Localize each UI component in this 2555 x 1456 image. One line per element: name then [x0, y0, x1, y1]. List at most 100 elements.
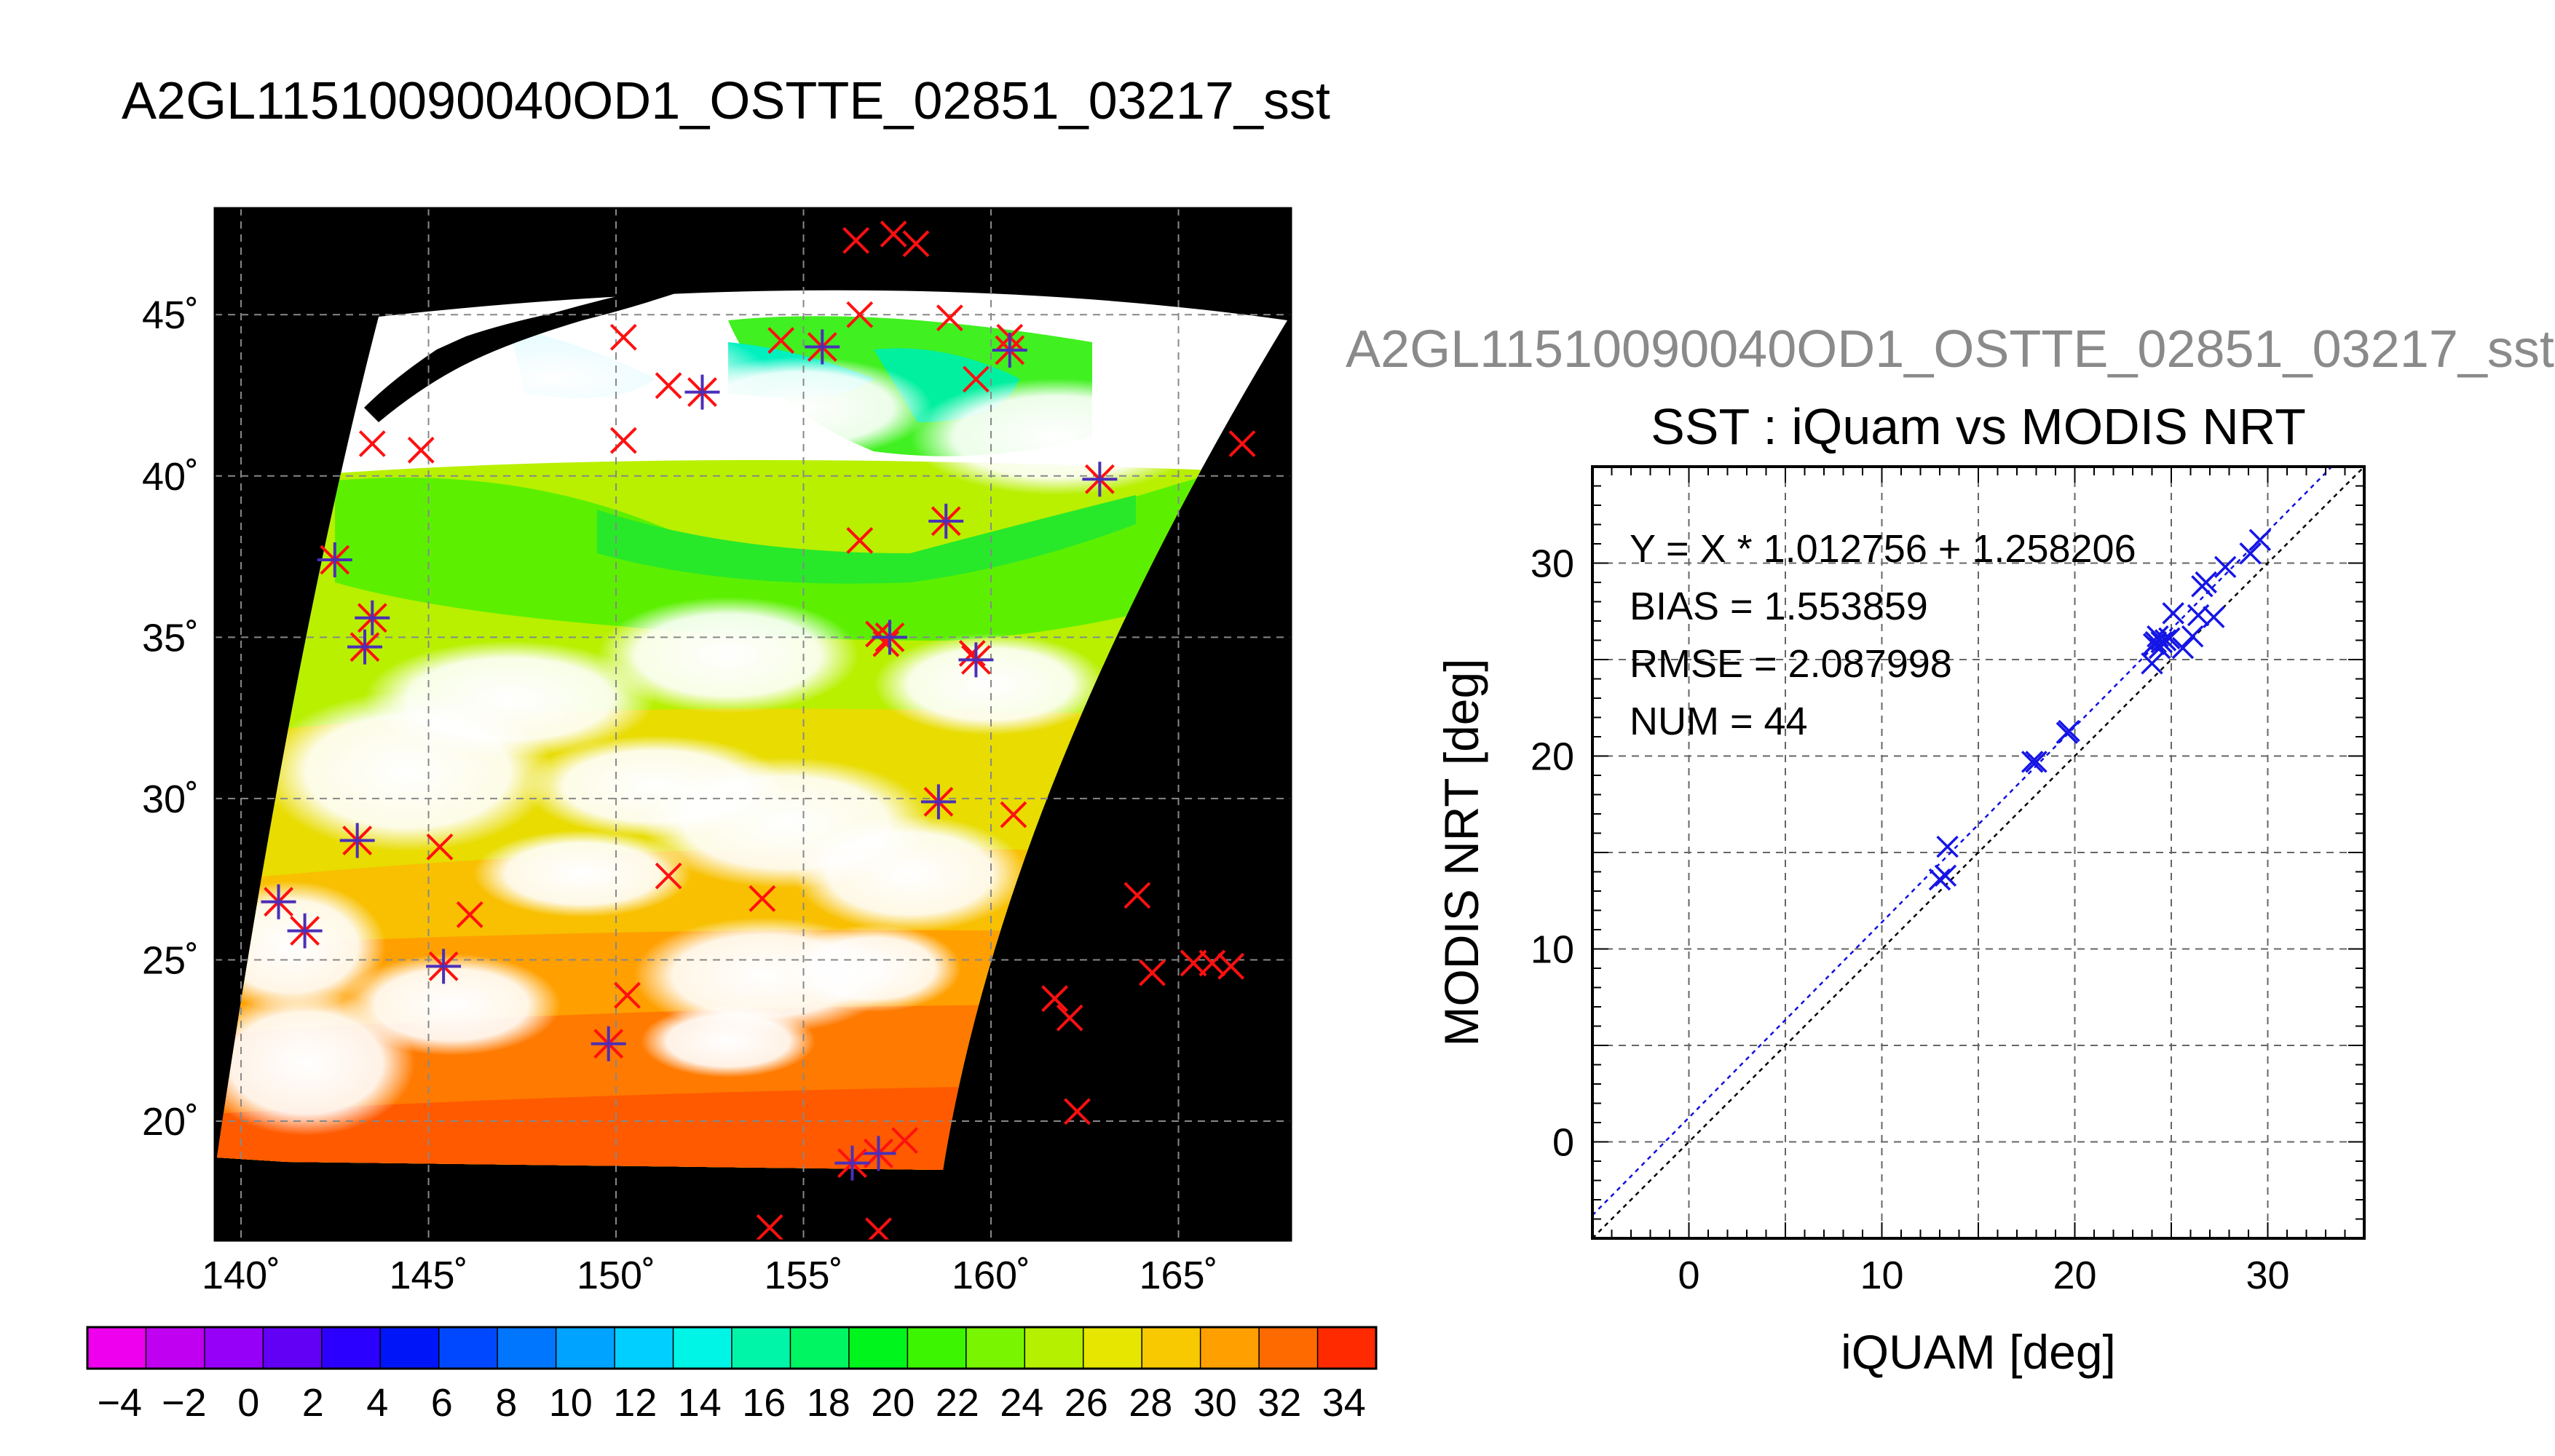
map-x-tick-label: 155˚ [764, 1254, 842, 1297]
scatter-point [2239, 542, 2262, 565]
identity-line [1592, 467, 2364, 1238]
map-frame [213, 207, 1292, 1242]
match-cross-marker [1217, 952, 1245, 980]
scatter-points [1928, 529, 2272, 891]
match-cross-marker [1124, 882, 1151, 909]
scatter-point [2144, 630, 2168, 654]
scatter-annotation: Y = X * 1.012756 + 1.258206 [1630, 527, 2136, 571]
colorbar-cell [907, 1326, 968, 1369]
scatter-x-tick-label: 0 [1678, 1254, 1699, 1297]
scatter-point [2150, 630, 2173, 654]
match-cross-marker [891, 1127, 918, 1155]
scatter-y-tick-label: 30 [1531, 542, 1574, 586]
colorbar-tick-label: 32 [1257, 1381, 1301, 1425]
colorbar-tick-label: −2 [162, 1381, 207, 1425]
scatter-point [2214, 555, 2237, 579]
match-cross-marker [1056, 1004, 1083, 1032]
map-y-tick-label: 25˚ [142, 938, 199, 982]
scatter-title: SST : iQuam vs MODIS NRT [1651, 398, 2306, 455]
scatter-annotations: Y = X * 1.012756 + 1.258206 BIAS = 1.5538… [1630, 527, 2136, 743]
scatter-plot: SST : iQuam vs MODIS NRT 0 10 20 300102030 … [1434, 398, 2366, 1379]
map-y-tick-label: 30˚ [142, 778, 199, 821]
match-cross-marker [426, 833, 454, 860]
match-star-marker [1082, 462, 1118, 497]
match-cross-marker [963, 365, 990, 393]
match-star-marker [591, 1026, 626, 1061]
match-cross-marker [846, 301, 874, 328]
scatter-point [2025, 751, 2047, 773]
scatter-point [1936, 835, 1959, 858]
match-cross-marker [936, 304, 963, 332]
colorbar-cell [204, 1326, 264, 1369]
colorbar-cell [672, 1326, 733, 1369]
colorbar-cell [965, 1326, 1026, 1369]
match-cross-marker [1000, 801, 1027, 828]
colorbar-cell [1258, 1326, 1319, 1369]
colorbar-tick-label: 12 [613, 1381, 657, 1425]
match-cross-marker [865, 1217, 892, 1241]
match-cross-marker [902, 230, 930, 258]
match-cross-marker [609, 323, 637, 351]
match-star-marker [872, 620, 907, 655]
colorbar-cell [262, 1326, 323, 1369]
map-y-tick-label: 35˚ [142, 616, 199, 660]
scatter-point [2203, 606, 2225, 628]
colorbar-tick-label: 22 [936, 1381, 979, 1425]
scatter-point [2154, 629, 2177, 652]
match-cross-marker [1139, 959, 1166, 986]
match-star-marker [339, 823, 375, 858]
map-tick-labels: 140˚ 145˚ 150˚ 155˚ 160˚ 165˚ 20˚ 25˚ 30˚ 35˚ 40˚ 4… [142, 293, 1218, 1297]
scatter-lines [1592, 467, 2364, 1238]
match-cross-marker [1041, 985, 1068, 1013]
colorbar-tick-label: 10 [549, 1381, 593, 1425]
colorbar-tick-label: 34 [1322, 1381, 1366, 1425]
colorbar-tick-label: 14 [678, 1381, 722, 1425]
match-star-marker [684, 374, 720, 410]
scatter-point [1934, 864, 1957, 887]
colorbar-tick-label: 26 [1065, 1381, 1108, 1425]
scatter-point [2158, 627, 2181, 650]
scatter-x-tick-label: 10 [1860, 1254, 1903, 1297]
figure-title: A2GL11510090040OD1_OSTTE_02851_03217_sst [122, 72, 1330, 130]
match-cross-marker [655, 372, 682, 400]
colorbar-tick-label: 24 [1000, 1381, 1043, 1425]
colorbar-tick-label: 18 [807, 1381, 850, 1425]
colorbar-cell [1024, 1326, 1084, 1369]
map-markers [261, 221, 1256, 1241]
scatter-point [2162, 602, 2184, 625]
match-star-marker [261, 884, 296, 919]
scatter-annotation: BIAS = 1.553859 [1630, 585, 1928, 628]
colorbar-cell [1082, 1326, 1143, 1369]
cloud-cover [217, 313, 1201, 1136]
match-star-marker [287, 913, 323, 949]
map-y-tick-label: 45˚ [142, 293, 199, 337]
match-cross-marker [842, 226, 870, 254]
scatter-y-tick-label: 20 [1531, 735, 1574, 779]
match-star-marker [834, 1145, 870, 1181]
colorbar-tick-label: 28 [1129, 1381, 1172, 1425]
colorbar-cell [438, 1326, 499, 1369]
colorbar-cell [321, 1326, 382, 1369]
scatter-x-tick-label: 30 [2246, 1254, 2289, 1297]
map-grid [215, 208, 1291, 1241]
scatter-minor-ticks [1592, 466, 2365, 1239]
scatter-point [2248, 529, 2272, 551]
match-cross-marker [407, 436, 435, 464]
match-star-marker [347, 629, 382, 665]
scatter-x-tick-label: 20 [2053, 1254, 2096, 1297]
colorbar-tick-labels: −4 −2 0 2 4 6 8 10 12 14 16 18 20 22 24 26 28 30 32 34 [97, 1381, 1365, 1425]
match-cross-marker [609, 427, 637, 454]
match-star-marker [992, 332, 1027, 368]
colorbar-cell [848, 1326, 909, 1369]
match-star-marker [928, 503, 964, 539]
colorbar-cell [789, 1326, 850, 1369]
scatter-point [2021, 751, 2044, 773]
colorbar-cell [1316, 1326, 1378, 1369]
match-cross-marker [1180, 949, 1207, 977]
match-cross-marker [846, 527, 874, 554]
match-star-marker [958, 642, 994, 678]
colorbar-cell [87, 1326, 147, 1369]
match-star-marker [317, 542, 352, 578]
match-cross-marker [1228, 430, 1256, 457]
